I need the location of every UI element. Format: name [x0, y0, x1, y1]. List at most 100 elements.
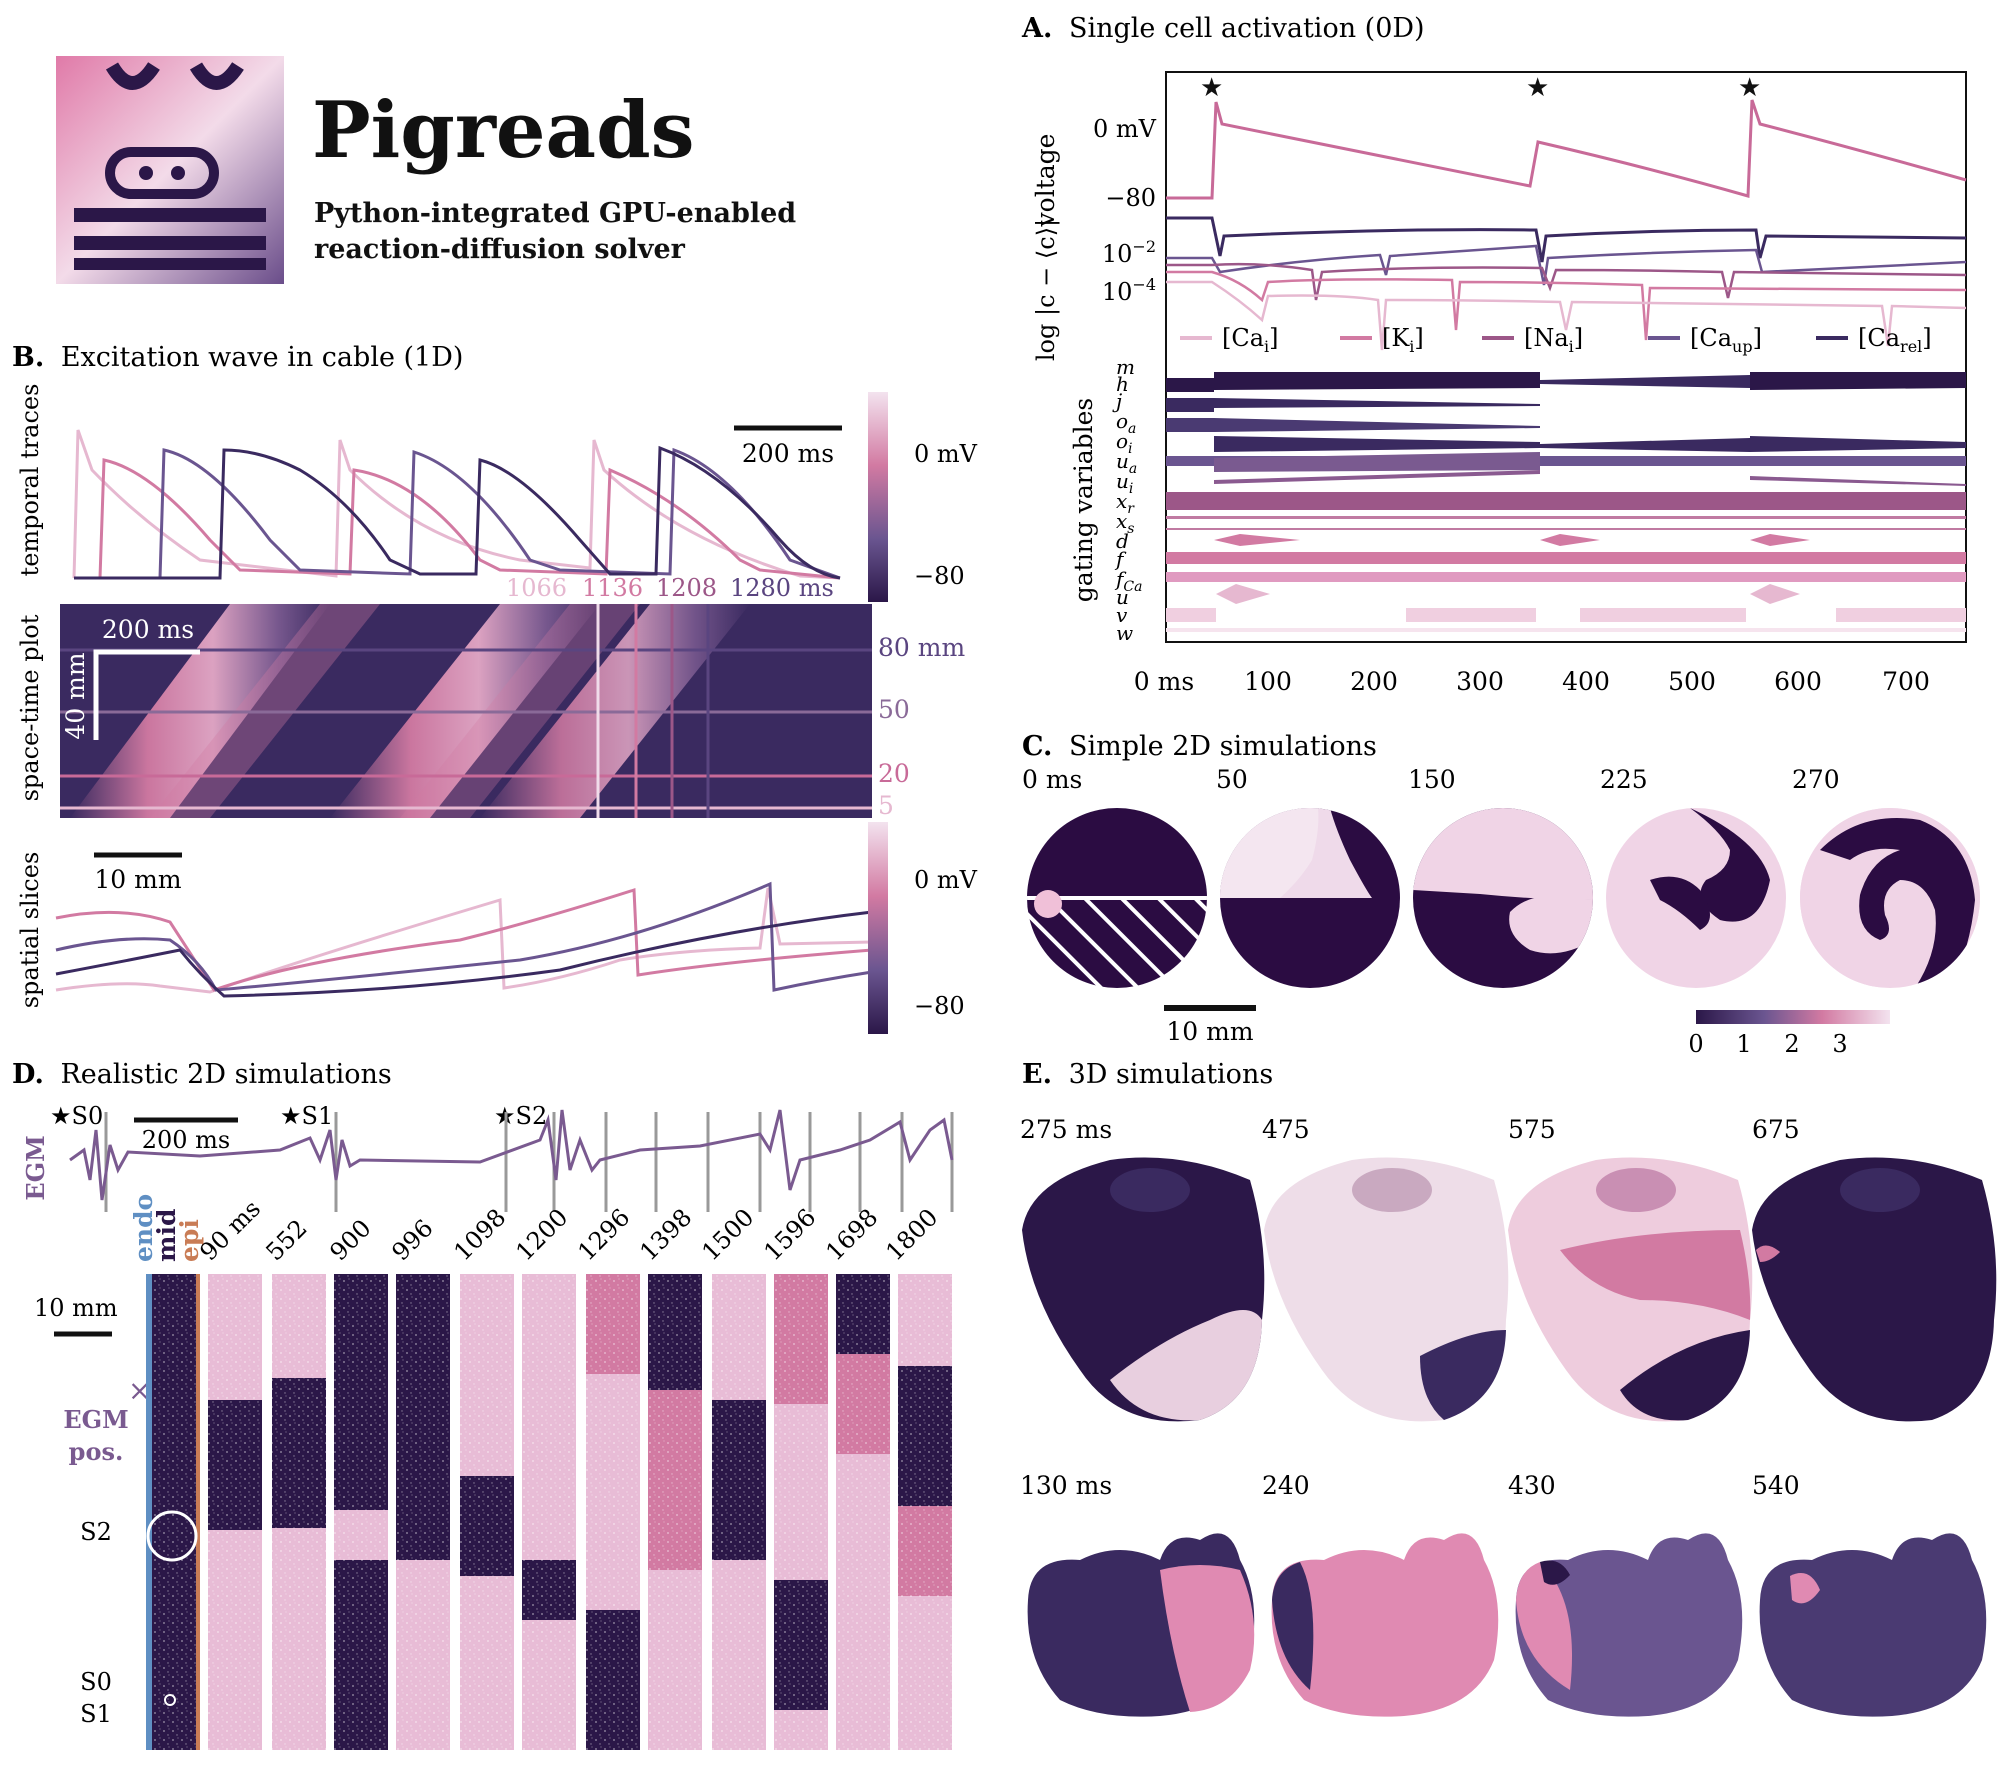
frame-1200: [522, 1274, 576, 1750]
gating-axis-label: gating variables: [1069, 398, 1098, 603]
panel-a-title: Single cell activation (0D): [1069, 13, 1425, 44]
svg-text:1800: 1800: [880, 1203, 943, 1266]
voltage-tick-80: −80: [1105, 184, 1156, 212]
svg-text:1066: 1066: [506, 574, 567, 602]
svg-text:1500: 1500: [696, 1203, 759, 1266]
atria-times: 130 ms 240 430 540: [1020, 1471, 1800, 1500]
frame-1098: [460, 1274, 514, 1750]
legend-cai: [Cai]: [1222, 324, 1279, 356]
colorbar-top-tick-0: 0 mV: [914, 440, 978, 468]
svg-text:j: j: [1112, 389, 1122, 413]
panel-c-title: Simple 2D simulations: [1069, 731, 1377, 762]
spacetime-scale-space: 40 mm: [61, 652, 90, 739]
frame-552: [272, 1274, 326, 1750]
panel-c: C. Simple 2D simulations 0 ms 50 150 225…: [1022, 731, 1980, 1058]
sim2d-disk-150: [1413, 808, 1593, 988]
ventricle-275ms: [1022, 1157, 1265, 1422]
svg-text:20: 20: [878, 759, 910, 788]
frame-1800: [898, 1274, 952, 1750]
stim-marker-2: ★: [1526, 73, 1549, 103]
egm-pos-label-1: EGM: [63, 1405, 128, 1434]
egm-axis-label: EGM: [21, 1135, 50, 1200]
svg-text:430: 430: [1508, 1471, 1556, 1500]
voltage-colorbar-bottom: [868, 822, 888, 1034]
svg-text:m: m: [1116, 355, 1135, 379]
legend-carel: [Carel]: [1858, 324, 1932, 356]
atria-540: [1759, 1533, 1987, 1717]
svg-text:475: 475: [1262, 1115, 1310, 1144]
log-tick-4: 10−4: [1102, 275, 1156, 306]
row-label-temporal: temporal traces: [16, 384, 44, 577]
svg-text:1098: 1098: [448, 1203, 511, 1266]
svg-text:675: 675: [1752, 1115, 1800, 1144]
svg-text:600: 600: [1774, 667, 1822, 696]
svg-text:1136: 1136: [582, 574, 643, 602]
s0-label: S0: [80, 1668, 112, 1696]
svg-text:575: 575: [1508, 1115, 1556, 1144]
ventricle-675: [1752, 1157, 1997, 1422]
svg-text:1296: 1296: [572, 1203, 635, 1266]
svg-text:1698: 1698: [820, 1203, 883, 1266]
svg-text:200: 200: [1350, 667, 1398, 696]
svg-text:150: 150: [1408, 765, 1456, 794]
sim2d-disk-50: [1220, 808, 1400, 988]
legend-ki: [Ki]: [1382, 324, 1424, 356]
ventricle-575: [1508, 1157, 1753, 1422]
egm-scalebar-label: 200 ms: [142, 1126, 231, 1154]
svg-text:90 ms: 90 ms: [194, 1195, 266, 1267]
logo: [56, 56, 284, 284]
temporal-traces: [72, 429, 841, 580]
voltage-axis-label: voltage: [1031, 134, 1060, 228]
svg-text:50: 50: [1216, 765, 1248, 794]
svg-text:275 ms: 275 ms: [1020, 1115, 1112, 1144]
svg-text:1280 ms: 1280 ms: [730, 574, 834, 602]
svg-text:h: h: [1116, 372, 1129, 396]
stim-s1: ★S1: [280, 1102, 333, 1130]
svg-text:xs: xs: [1116, 509, 1134, 537]
svg-text:552: 552: [260, 1214, 312, 1266]
svg-text:996: 996: [386, 1214, 438, 1266]
svg-text:1208: 1208: [656, 574, 717, 602]
tissue-scalebar-label: 10 mm: [34, 1294, 118, 1322]
svg-text:130 ms: 130 ms: [1020, 1471, 1112, 1500]
spacetime-scalebar: [93, 649, 200, 740]
panel-b-title: Excitation wave in cable (1D): [61, 342, 464, 373]
svg-text:540: 540: [1752, 1471, 1800, 1500]
svg-text:225: 225: [1600, 765, 1648, 794]
stim-marker-1: ★: [1200, 73, 1223, 103]
space-time-plot: [60, 604, 872, 818]
egm-pos-label-2: pos.: [69, 1437, 124, 1466]
trace-time-labels: 1066 1136 1208 1280 ms: [506, 574, 834, 602]
svg-text:300: 300: [1456, 667, 1504, 696]
atria-130ms: [1027, 1533, 1255, 1717]
panel-c-scalebar-label: 10 mm: [1166, 1017, 1253, 1046]
frame-90ms: [208, 1274, 262, 1750]
colorbar-bottom-tick-0: 0 mV: [914, 866, 978, 894]
svg-text:ui: ui: [1116, 469, 1133, 497]
svg-text:E. 3D simulations: E. 3D simulations: [1022, 1059, 1273, 1090]
svg-text:D. Realistic 2D simulati: D. Realistic 2D simulations: [12, 1059, 392, 1090]
s1-label: S1: [80, 1700, 112, 1728]
panel-d-letter: D.: [12, 1059, 44, 1090]
svg-text:1398: 1398: [634, 1203, 697, 1266]
gating-bands: [1166, 372, 1966, 632]
row-label-spacetime: space-time plot: [16, 614, 44, 801]
svg-text:100: 100: [1244, 667, 1292, 696]
svg-text:5: 5: [878, 791, 894, 820]
svg-text:400: 400: [1562, 667, 1610, 696]
panel-d: D. Realistic 2D simulations EGM ★S0 ★S1 …: [12, 1059, 954, 1750]
colorbar-top-tick-80: −80: [914, 562, 965, 590]
panel-e: E. 3D simulations 275 ms 475 575 675: [1020, 1059, 1997, 1717]
svg-text:900: 900: [324, 1214, 376, 1266]
panel-d-title: Realistic 2D simulations: [60, 1059, 391, 1090]
slice-scalebar-label: 10 mm: [94, 865, 181, 894]
scalebar-time-label: 200 ms: [742, 439, 834, 468]
layer-mid: mid: [152, 1209, 181, 1262]
svg-text:ua: ua: [1116, 449, 1137, 477]
atria-430: [1515, 1533, 1743, 1717]
svg-text:2: 2: [1784, 1030, 1799, 1058]
svg-text:oa: oa: [1116, 409, 1136, 437]
legend-nai: [Nai]: [1524, 324, 1583, 356]
panel-e-title: 3D simulations: [1069, 1059, 1274, 1090]
